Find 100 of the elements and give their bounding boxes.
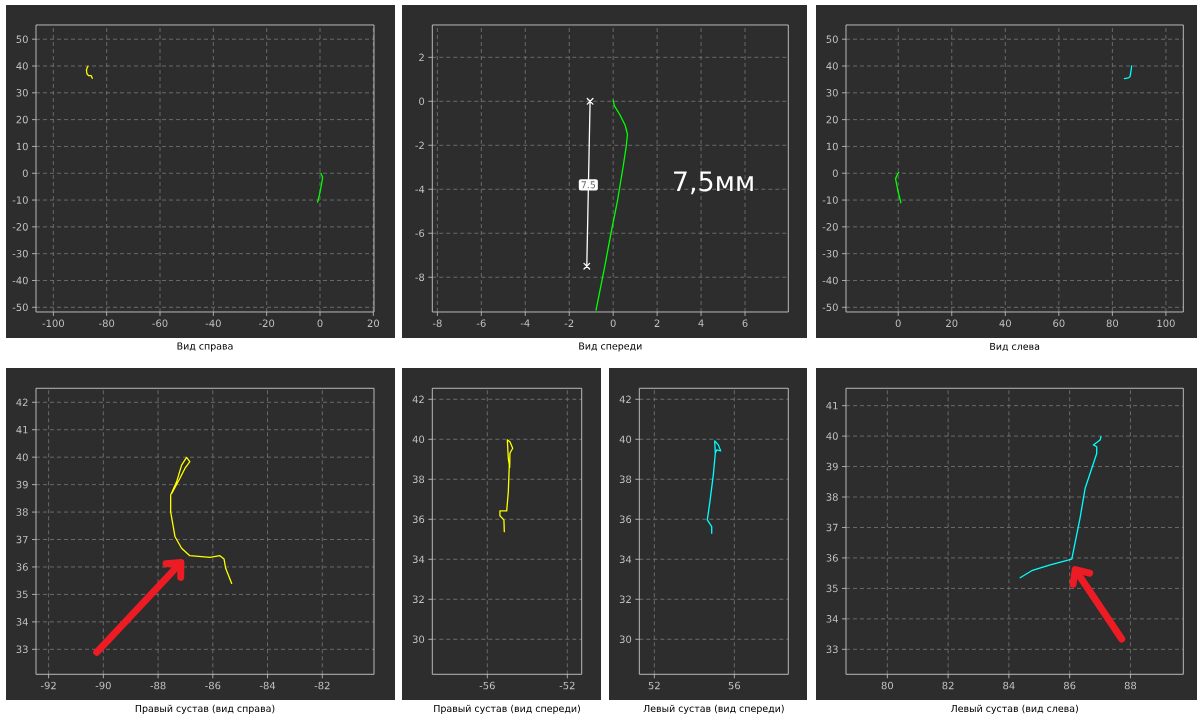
y-tick-label: 38 — [412, 475, 425, 484]
line-series — [894, 171, 902, 204]
y-tick-label: 42 — [619, 395, 631, 403]
line-series — [706, 440, 722, 534]
y-tick-label: -6 — [415, 229, 425, 238]
text: Левый сустав (вид спереди) — [643, 704, 784, 714]
x-tick-label: 84 — [1003, 681, 1015, 690]
y-tick-label: -10 — [12, 196, 28, 204]
y-tick-label: 0 — [419, 97, 425, 106]
y-tick-label: -30 — [12, 249, 28, 258]
x-tick-label: 0 — [317, 319, 323, 328]
y-tick-label: 40 — [412, 435, 425, 444]
y-tick-label: -8 — [415, 273, 425, 281]
y-tick-label: 39 — [826, 462, 838, 471]
x-tick-label: -92 — [40, 681, 56, 690]
x-tick-label: -88 — [150, 681, 166, 690]
text: Вид справа — [177, 342, 233, 352]
x-tick-label: -56 — [479, 681, 495, 690]
x-tick-label: 88 — [1124, 681, 1137, 690]
line-series — [1123, 65, 1133, 80]
y-tick-label: 41 — [826, 402, 838, 410]
x-tick-label: -82 — [314, 681, 330, 690]
x-tick-label: 6 — [742, 319, 748, 328]
x-tick-label: 56 — [728, 681, 741, 690]
x-tick-label: -86 — [205, 681, 221, 690]
y-tick-label: 30 — [826, 89, 838, 97]
text: Левый сустав (вид слева) — [950, 704, 1078, 714]
y-tick-label: 41 — [16, 426, 28, 434]
x-tick-label: -4 — [520, 319, 530, 327]
x-tick-label: -8 — [432, 319, 442, 328]
y-tick-label: 34 — [412, 555, 425, 564]
x-tick-label: 82 — [942, 681, 954, 690]
y-tick-label: 38 — [16, 508, 28, 516]
y-tick-label: 10 — [16, 142, 28, 151]
y-tick-label: 20 — [826, 115, 838, 124]
line-series — [170, 456, 233, 585]
x-tick-label: -60 — [152, 319, 168, 328]
y-tick-label: 37 — [16, 535, 28, 544]
y-tick-label: 36 — [826, 554, 838, 562]
y-tick-label: 40 — [826, 62, 838, 70]
x-tick-label: -6 — [476, 319, 486, 328]
y-tick-label: 40 — [826, 432, 838, 440]
x-tick-label: -90 — [95, 681, 111, 690]
text: Правый сустав (вид спереди) — [434, 704, 580, 714]
x-tick-label: 86 — [1064, 681, 1076, 690]
y-tick-label: 35 — [826, 584, 838, 593]
annotation: 7,5мм — [674, 171, 753, 195]
annotation: 7.5 — [581, 181, 596, 189]
y-tick-label: 42 — [412, 395, 424, 403]
y-tick-label: 39 — [16, 480, 28, 489]
x-tick-label: -52 — [559, 681, 575, 690]
y-tick-label: 36 — [16, 563, 28, 571]
y-tick-label: -20 — [12, 223, 28, 231]
y-tick-label: 0 — [832, 169, 838, 178]
x-tick-label: -80 — [99, 319, 115, 328]
y-tick-label: -2 — [415, 141, 424, 149]
x-tick-label: -84 — [259, 681, 276, 690]
x-tick-label: 40 — [999, 319, 1011, 328]
text: Вид спереди — [579, 342, 642, 352]
y-tick-label: 50 — [826, 35, 838, 43]
y-tick-label: -40 — [12, 276, 28, 285]
x-tick-label: 20 — [367, 319, 380, 328]
y-tick-label: -50 — [12, 303, 28, 312]
x-tick-label: 20 — [946, 319, 958, 328]
y-tick-label: -20 — [822, 223, 838, 231]
y-tick-label: 40 — [619, 435, 632, 444]
y-tick-label: 42 — [16, 398, 28, 406]
y-tick-label: 32 — [412, 595, 424, 604]
line-series — [1019, 436, 1102, 579]
y-tick-label: 36 — [619, 515, 632, 524]
y-tick-label: 33 — [16, 645, 28, 654]
text: Правый сустав (вид справа) — [135, 704, 275, 714]
y-tick-label: 36 — [412, 515, 425, 524]
y-tick-label: 20 — [16, 115, 28, 124]
x-tick-label: 80 — [881, 681, 894, 690]
x-tick-label: -100 — [42, 319, 64, 328]
y-tick-label: 37 — [826, 523, 838, 532]
y-tick-label: 10 — [826, 142, 838, 151]
line-series — [85, 65, 93, 79]
line-series — [499, 439, 514, 533]
x-tick-label: 100 — [1157, 319, 1175, 328]
x-tick-label: 0 — [895, 319, 901, 328]
line-series — [316, 172, 324, 203]
y-tick-label: -50 — [822, 303, 838, 312]
y-tick-label: 2 — [419, 53, 424, 62]
x-tick-label: -2 — [564, 319, 574, 327]
y-tick-label: 40 — [16, 62, 28, 70]
x-tick-label: 52 — [648, 681, 660, 690]
x-tick-label: 0 — [610, 319, 616, 328]
y-tick-label: 40 — [16, 453, 28, 461]
y-tick-label: 33 — [826, 645, 838, 654]
x-tick-label: -20 — [259, 319, 275, 328]
x-tick-label: 80 — [1106, 319, 1119, 328]
y-tick-label: 38 — [619, 475, 632, 484]
y-tick-label: -30 — [822, 249, 838, 258]
y-tick-label: 50 — [16, 35, 28, 43]
y-tick-label: 30 — [619, 635, 632, 644]
y-tick-label: -10 — [822, 196, 838, 204]
y-tick-label: -4 — [415, 185, 425, 193]
y-tick-label: 35 — [16, 590, 28, 599]
